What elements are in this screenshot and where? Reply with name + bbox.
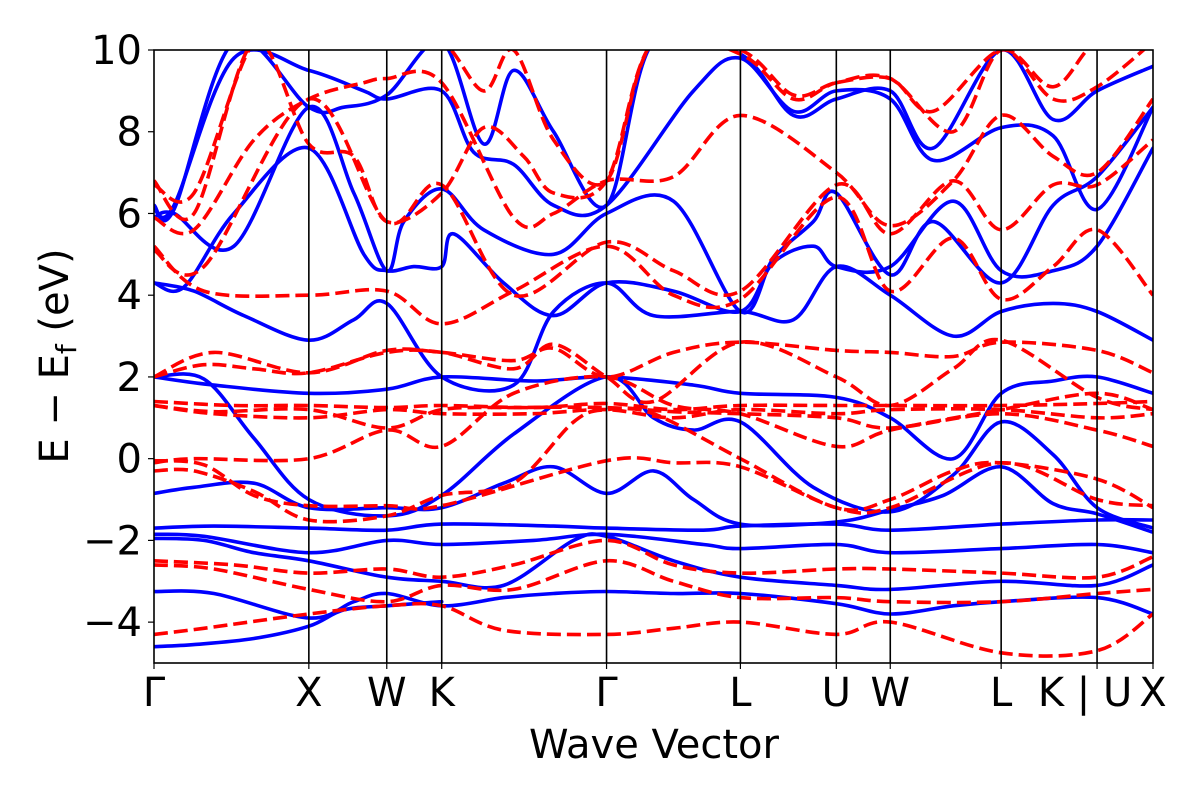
spin-up-band-line <box>154 532 1153 555</box>
x-tick-label: U <box>822 670 851 716</box>
x-tick-label: L <box>990 670 1013 716</box>
x-tick-label: Γ <box>143 670 166 716</box>
y-axis-ticks: −4 −2 0 2 4 6 8 10 <box>83 28 154 646</box>
axes-frame <box>153 49 1154 664</box>
spin-down-band-line <box>154 195 1153 326</box>
x-tick-label: W <box>870 670 910 716</box>
x-tick-label: K | U <box>1038 670 1132 716</box>
spin-down-band-line <box>154 337 1153 412</box>
spin-up-band-line <box>154 264 1153 393</box>
spin-down-band-line <box>154 538 1153 580</box>
spin-down-band-line <box>154 403 1153 420</box>
spin-down-band-line <box>154 601 1153 658</box>
y-tick-label: 10 <box>91 28 142 74</box>
spin-down-band-line <box>154 50 1090 204</box>
x-axis-label: Wave Vector <box>529 722 780 768</box>
y-label-sub: f <box>50 343 83 354</box>
spin-up-band-line <box>154 374 1153 461</box>
x-tick-label: Γ <box>595 670 618 716</box>
x-tick-label: W <box>367 670 407 716</box>
y-tick-label: 8 <box>117 110 142 156</box>
y-tick-label: −4 <box>83 600 142 646</box>
x-tick-label: X <box>1139 670 1166 716</box>
kpoint-lines <box>308 50 1098 663</box>
x-tick-label: X <box>295 670 322 716</box>
spin-down-band-line <box>154 403 1153 449</box>
x-tick-label: K <box>429 670 457 716</box>
y-tick-label: 0 <box>117 437 142 483</box>
y-tick-label: 2 <box>117 355 142 401</box>
spin-up-band-line <box>154 517 1153 533</box>
spin-down-band-line <box>154 399 1153 412</box>
y-tick-label: 6 <box>117 191 142 237</box>
x-tick-label: L <box>729 670 752 716</box>
y-label-main: E − E <box>32 354 78 464</box>
y-axis-label: E − Ef (eV) <box>32 248 83 463</box>
y-label-unit: (eV) <box>32 248 78 344</box>
spin-up-band-line <box>154 104 1153 315</box>
spin-down-band-line <box>154 374 1153 465</box>
y-tick-label: 4 <box>117 273 142 319</box>
y-axis-label-text: E − Ef (eV) <box>32 248 83 463</box>
y-tick-label: −2 <box>83 518 142 564</box>
spin-down-band-line <box>154 558 1153 605</box>
